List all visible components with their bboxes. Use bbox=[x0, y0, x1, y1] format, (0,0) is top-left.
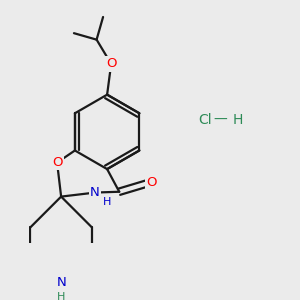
Text: —: — bbox=[214, 113, 227, 127]
Text: N: N bbox=[90, 186, 100, 199]
Text: N: N bbox=[56, 276, 66, 289]
Text: H: H bbox=[232, 113, 243, 127]
Text: O: O bbox=[106, 57, 116, 70]
Text: O: O bbox=[52, 156, 62, 169]
Text: H: H bbox=[57, 292, 65, 300]
Text: H: H bbox=[102, 197, 111, 207]
Text: O: O bbox=[146, 176, 157, 188]
Text: Cl: Cl bbox=[199, 113, 212, 127]
